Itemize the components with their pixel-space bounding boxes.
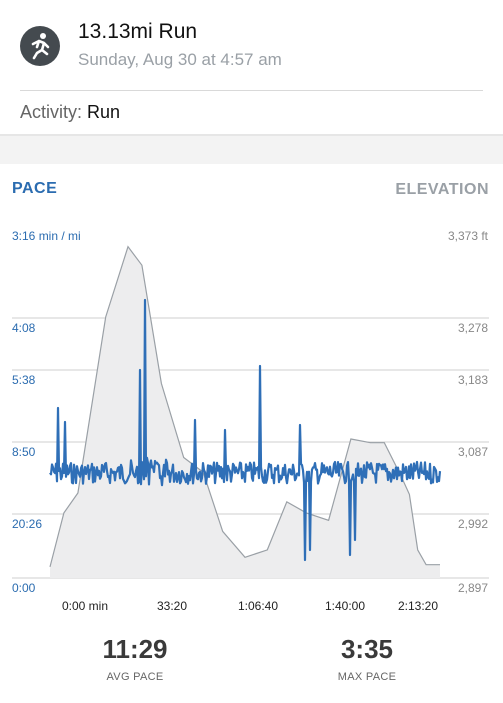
avg-pace-stat: 11:29 AVG PACE bbox=[90, 634, 180, 683]
activity-type-value: Run bbox=[87, 102, 121, 122]
elevation-tick-label: 3,278 bbox=[458, 321, 488, 335]
activity-type-row[interactable]: Activity: Run bbox=[20, 102, 120, 123]
pace-tick-label: 0:00 bbox=[12, 581, 36, 595]
elevation-tick-label: 2,897 bbox=[458, 581, 488, 595]
x-tick-label: 0:00 min bbox=[62, 599, 108, 613]
max-pace-stat: 3:35 MAX PACE bbox=[322, 634, 412, 683]
tab-pace[interactable]: PACE bbox=[12, 180, 58, 197]
pace-tick-label: 8:50 bbox=[12, 445, 36, 459]
elevation-line bbox=[49, 245, 440, 568]
activity-header: 13.13mi Run Sunday, Aug 30 at 4:57 am bbox=[0, 0, 503, 90]
activity-datetime: Sunday, Aug 30 at 4:57 am bbox=[78, 50, 282, 69]
avg-pace-label: AVG PACE bbox=[106, 671, 164, 683]
chart-card bbox=[0, 164, 503, 703]
pace-tick-label: 5:38 bbox=[12, 373, 36, 387]
activity-type-label: Activity: bbox=[20, 102, 83, 122]
activity-title: 13.13mi Run bbox=[78, 20, 198, 43]
avg-pace-value: 11:29 bbox=[102, 634, 168, 664]
pace-tick-label: 4:08 bbox=[12, 321, 36, 335]
divider bbox=[20, 90, 483, 91]
elevation-tick-label: 2,992 bbox=[458, 517, 488, 531]
running-person-icon bbox=[20, 26, 60, 66]
max-pace-value: 3:35 bbox=[340, 634, 394, 664]
max-pace-label: MAX PACE bbox=[337, 671, 397, 683]
elevation-area bbox=[50, 246, 440, 578]
x-tick-label: 33:20 bbox=[157, 599, 187, 613]
pace-elevation-chart[interactable]: 3:16 min / mi 4:08 5:38 8:50 20:26 0:00 3,373 … bbox=[0, 220, 503, 620]
pace-tick-label: 20:26 bbox=[12, 517, 42, 531]
pace-tick-label: 3:16 min / mi bbox=[12, 229, 81, 243]
elevation-tick-label: 3,373 ft bbox=[448, 229, 489, 243]
pace-line bbox=[49, 298, 442, 562]
elevation-tick-label: 3,087 bbox=[458, 445, 488, 459]
divider bbox=[0, 134, 503, 136]
x-tick-label: 2:13:20 bbox=[398, 599, 438, 613]
x-tick-label: 1:40:00 bbox=[325, 599, 365, 613]
tab-elevation[interactable]: ELEVATION bbox=[395, 181, 489, 198]
x-tick-label: 1:06:40 bbox=[238, 599, 278, 613]
section-gap bbox=[0, 136, 503, 164]
elevation-tick-label: 3,183 bbox=[458, 373, 488, 387]
